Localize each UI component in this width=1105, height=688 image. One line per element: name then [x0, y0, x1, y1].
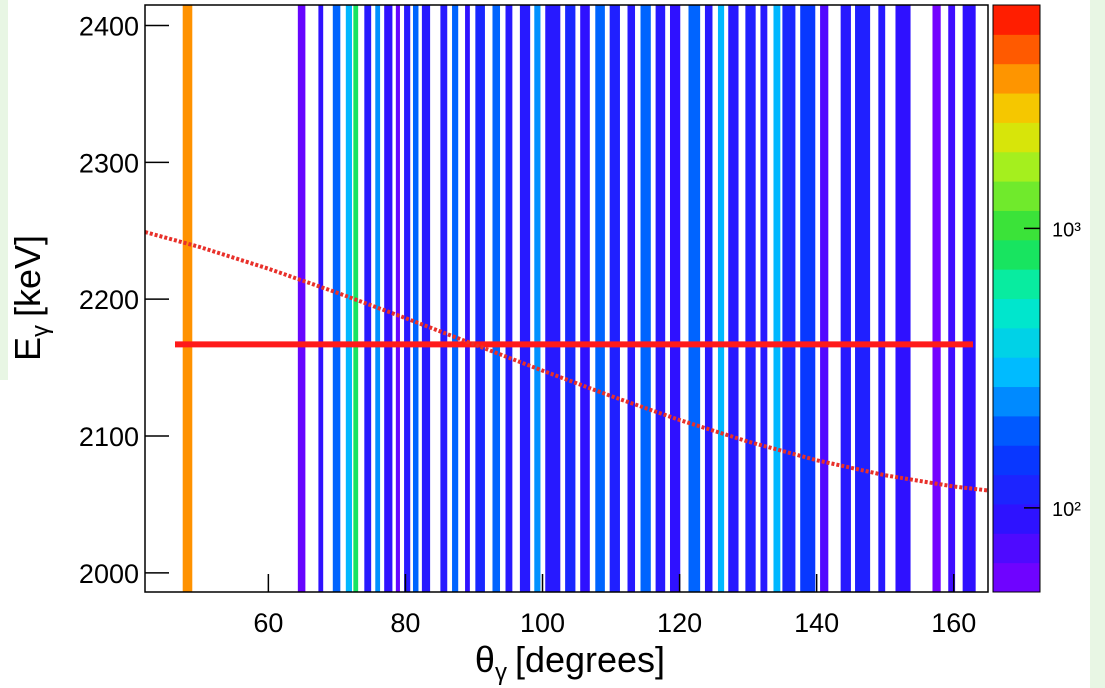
colorbar-step [993, 210, 1040, 241]
colorbar-step [993, 445, 1040, 476]
heatmap-column [465, 5, 470, 592]
y-tick-label: 2000 [79, 559, 139, 589]
heatmap-column [384, 5, 393, 592]
x-axis-label: θγ [degrees] [475, 639, 665, 686]
x-label-subscript: γ [495, 659, 507, 686]
page-border [1090, 0, 1105, 688]
x-tick-label: 100 [520, 608, 565, 638]
heatmap-column [855, 5, 871, 592]
heatmap-column [475, 5, 485, 592]
colorbar-step [993, 5, 1040, 35]
x-tick-label: 120 [657, 608, 702, 638]
heatmap-column [297, 5, 306, 592]
heatmap-column [840, 5, 851, 592]
heatmap-column [878, 5, 886, 592]
heatmap-column [318, 5, 324, 592]
heatmap-column [773, 5, 781, 592]
colorbar-step [993, 269, 1040, 299]
heatmap-column [519, 5, 531, 592]
heatmap-column [505, 5, 513, 592]
y-tick-label: 2300 [79, 148, 139, 178]
colorbar-step [993, 386, 1040, 417]
heatmap-column [534, 5, 541, 592]
heatmap-column [332, 5, 341, 592]
colorbar-step [993, 151, 1040, 182]
x-tick-label: 160 [931, 608, 976, 638]
colorbar-step [993, 503, 1040, 534]
heatmap-column [609, 5, 620, 592]
heatmap-column [404, 5, 411, 592]
colorbar-step [993, 181, 1040, 211]
x-tick-label: 80 [390, 608, 420, 638]
x-tick-label: 60 [253, 608, 283, 638]
y-label-symbol: E [7, 337, 48, 361]
colorbar-step [993, 93, 1040, 123]
heatmap-column [627, 5, 636, 592]
x-label-symbol: θ [475, 639, 495, 680]
heatmap-column [800, 5, 816, 592]
heatmap-column [704, 5, 713, 592]
heatmap-column [948, 5, 956, 592]
kinematic-curve [144, 230, 989, 493]
colorbar-step [993, 34, 1040, 65]
colorbar-step [993, 415, 1040, 446]
heatmap-column [440, 5, 448, 592]
heatmap-column [745, 5, 756, 592]
heatmap-column [640, 5, 651, 592]
heatmap-column [492, 5, 501, 592]
heatmap-column [782, 5, 796, 592]
y-tick-label: 2100 [79, 422, 139, 452]
heatmap-column [728, 5, 739, 592]
colorbar-frame [992, 4, 1041, 593]
heatmap-column [395, 5, 400, 592]
colorbar-tick-label: 10³ [1052, 219, 1081, 241]
heatmap-column [545, 5, 561, 592]
y-axis-label: Eγ [keV] [7, 235, 54, 361]
y-tick-label: 2200 [79, 285, 139, 315]
heatmap-column [932, 5, 941, 592]
heatmap-column [364, 5, 372, 592]
heatmap-column [375, 5, 381, 592]
heatmap-column [962, 5, 976, 592]
heatmap-column [580, 5, 590, 592]
colorbar-step [993, 533, 1040, 564]
colorbar-step [993, 63, 1040, 94]
heatmap-column [421, 5, 431, 592]
colorbar-step [993, 122, 1040, 153]
heatmap-column [452, 5, 459, 592]
page-border [0, 0, 8, 380]
heatmap-column [182, 5, 193, 592]
heatmap-column [760, 5, 768, 592]
colorbar-step [993, 327, 1040, 358]
heatmap-column [655, 5, 666, 592]
x-label-text: [degrees] [515, 639, 665, 680]
heatmap-column [895, 5, 911, 592]
y-label-text: [keV] [7, 235, 48, 317]
heatmap-column [717, 5, 725, 592]
heatmap-column [595, 5, 605, 592]
heatmap-column [820, 5, 829, 592]
colorbar-step [993, 562, 1040, 593]
colorbar-step [993, 474, 1040, 505]
x-tick-label: 140 [794, 608, 839, 638]
heatmap-column [565, 5, 576, 592]
colorbar-tick-label: 10² [1052, 499, 1081, 521]
y-tick-label: 2400 [79, 12, 139, 42]
heatmap-column [669, 5, 681, 592]
colorbar-step [993, 239, 1040, 270]
heatmap-column [345, 5, 352, 592]
heatmap-column [412, 5, 419, 592]
colorbar-step [993, 298, 1040, 329]
y-label-subscript: γ [27, 325, 54, 337]
colorbar-step [993, 357, 1040, 388]
heatmap-column [688, 5, 701, 592]
